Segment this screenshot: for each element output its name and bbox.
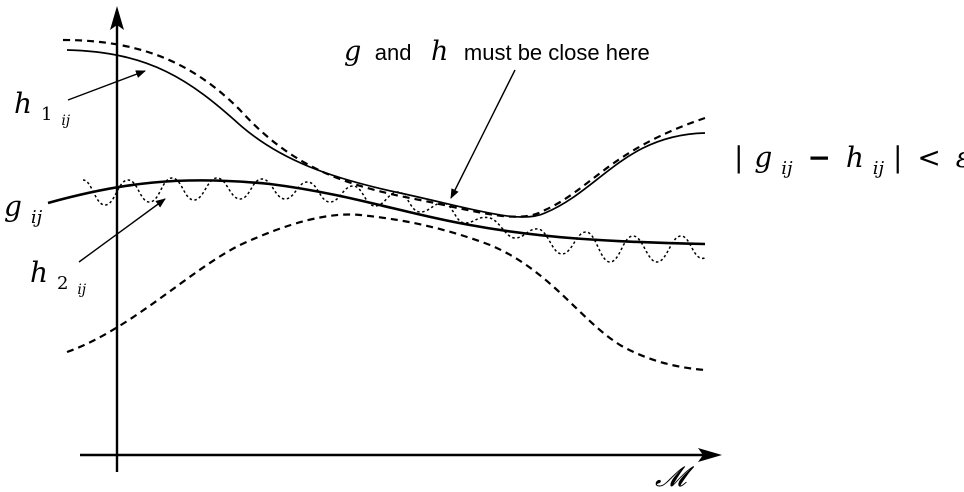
g-curve <box>47 179 706 246</box>
inequality-g: g <box>754 141 772 174</box>
inequality-less-than: < <box>917 141 940 174</box>
pointers <box>67 69 516 263</box>
inequality-expression: | g ij − h ij | < ε ( x ) <box>734 141 964 181</box>
inequality-epsilon: ε <box>956 141 964 174</box>
annotation-text: g and h must be close here <box>344 36 650 67</box>
lower-dashed-envelope <box>66 213 706 372</box>
axes <box>80 6 722 472</box>
annotation-rest: must be close here <box>464 40 650 65</box>
annotation-g-symbol: g <box>344 36 361 67</box>
annotation-h-symbol: h <box>431 36 448 67</box>
g-label: g ij <box>4 190 43 228</box>
annotation-pointer-arrow <box>450 69 516 199</box>
h2-label-subsub: ij <box>77 282 86 298</box>
curves <box>47 38 706 372</box>
y-axis-arrowhead <box>110 6 124 30</box>
h2-label: h 2 ij <box>30 256 87 298</box>
inequality-g-sub: ij <box>781 158 793 179</box>
inequality-bar-left: | <box>734 141 743 174</box>
inequality-bar-right: | <box>893 141 902 174</box>
annotation-and-word: and <box>375 40 412 65</box>
h2-label-sub: 2 <box>57 273 68 294</box>
g-label-sub: ij <box>31 207 43 228</box>
h1-label: h 1 ij <box>14 87 71 129</box>
h1-curve <box>66 49 706 218</box>
h2-wiggly-curve <box>82 177 706 263</box>
h2-pointer-arrow <box>78 198 166 263</box>
x-axis-label: 𝓜 <box>655 460 695 492</box>
h2-label-base: h <box>30 256 48 289</box>
upper-dashed-envelope <box>62 38 706 218</box>
h1-label-base: h <box>14 87 32 120</box>
inequality-h-sub: ij <box>873 158 885 179</box>
h1-label-subsub: ij <box>61 113 70 129</box>
g-label-base: g <box>4 190 22 223</box>
inequality-h: h <box>846 141 864 174</box>
h1-pointer-arrow <box>67 70 146 101</box>
inequality-minus: − <box>807 141 830 174</box>
x-axis-arrowhead <box>698 448 722 462</box>
h1-label-sub: 1 <box>41 104 52 125</box>
